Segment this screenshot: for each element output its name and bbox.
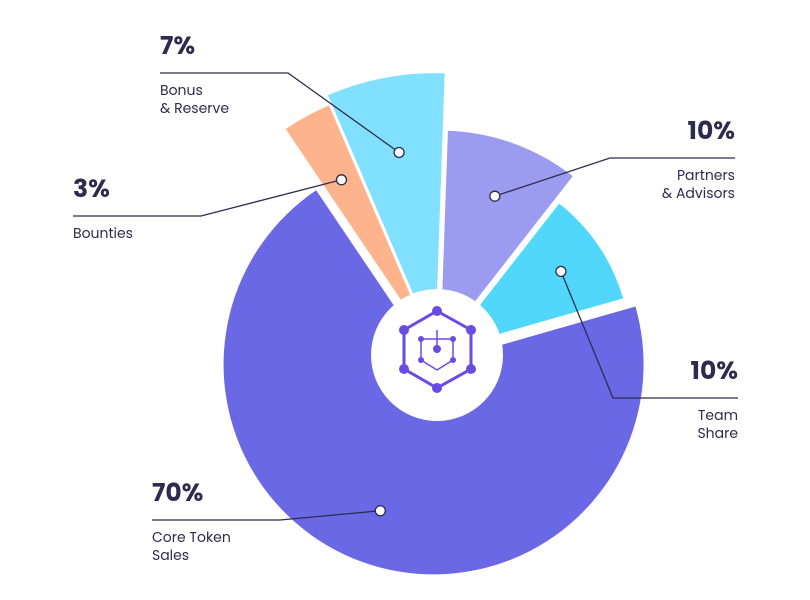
slice [285, 105, 411, 301]
category-label: & Reserve [160, 98, 229, 118]
value-label: 3% [73, 171, 110, 206]
leader-line [152, 510, 381, 521]
value-label: 10% [691, 353, 738, 388]
slice [442, 130, 573, 303]
leader-dot [489, 190, 501, 202]
category-label: Core Token [152, 527, 231, 547]
value-label: 10% [688, 113, 735, 148]
value-label: 70% [152, 475, 203, 510]
leader-dot [335, 174, 348, 186]
leader-dot [555, 265, 567, 278]
category-label: Partners [677, 165, 735, 185]
category-label: Sales [152, 545, 189, 565]
category-label: Share [697, 423, 738, 443]
slice [479, 203, 624, 335]
leader-line [560, 271, 738, 399]
category-label: Bonus [160, 80, 203, 100]
leader-line [160, 72, 400, 153]
value-label: 7% [160, 28, 195, 63]
leader-dot [374, 505, 386, 517]
slice [328, 73, 445, 295]
slice [223, 190, 644, 575]
center-icon [371, 289, 503, 421]
leader-line [494, 157, 735, 197]
leader-line [73, 179, 342, 217]
category-label: Team [698, 405, 738, 425]
slices [223, 73, 644, 575]
leader-dot [393, 146, 405, 159]
category-label: Bounties [73, 223, 133, 243]
category-label: & Advisors [662, 183, 735, 203]
